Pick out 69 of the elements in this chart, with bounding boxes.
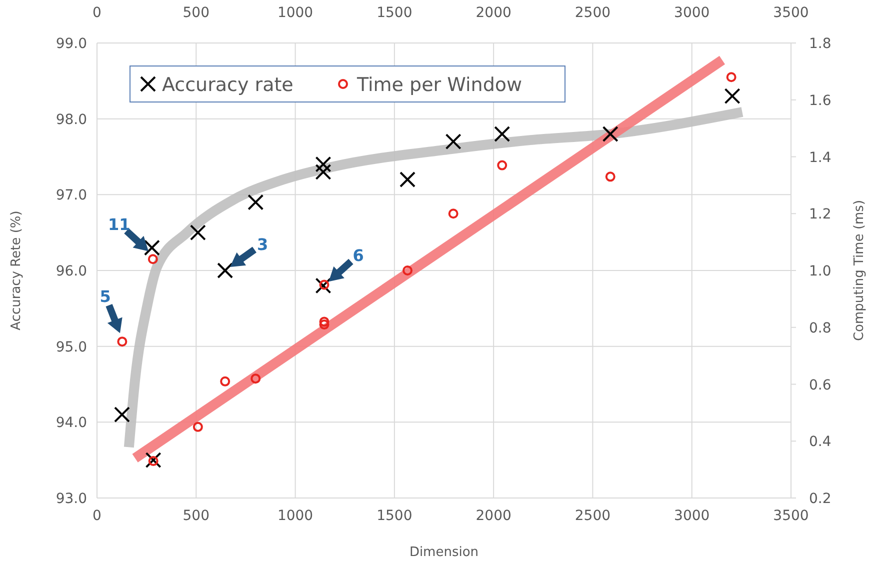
x-tick-label: 3000 [674, 508, 710, 524]
point [145, 452, 162, 468]
point [602, 126, 618, 142]
point [114, 406, 130, 423]
point [315, 164, 332, 180]
point [402, 266, 413, 276]
point [248, 194, 264, 210]
x-tick-label: 1000 [277, 508, 314, 524]
x2-tick-label: 2000 [476, 5, 512, 21]
point [250, 374, 261, 384]
point [605, 172, 616, 182]
x-tick-label: 0 [92, 508, 102, 524]
annotation: 3 [257, 234, 268, 254]
y2-tick-label: 0.2 [809, 491, 832, 507]
x2-tick-label: 2500 [574, 5, 611, 21]
x2-tick-label: 500 [182, 5, 210, 21]
y-tick-label: 93.0 [56, 491, 87, 507]
point [726, 72, 736, 82]
x-tick-label: 3500 [773, 508, 809, 524]
legend-label: Accuracy rate [162, 74, 294, 96]
y-axis-title: Accuracy Rete (%) [9, 210, 24, 330]
y-tick-label: 96.0 [56, 264, 87, 280]
point [319, 280, 330, 290]
point [315, 278, 332, 294]
x2-tick-label: 3500 [773, 5, 809, 21]
point [192, 422, 203, 432]
legend-label: Time per Window [356, 74, 522, 96]
y2-tick-label: 0.4 [809, 434, 832, 450]
point [494, 126, 510, 142]
point [724, 88, 740, 104]
y-tick-label: 94.0 [56, 415, 87, 432]
point [319, 316, 330, 327]
y2-axis-title: Computing Time (ms) [852, 200, 867, 342]
y2-tick-label: 0.6 [809, 377, 832, 394]
x-tick-label: 2500 [574, 508, 611, 524]
x2-tick-label: 1500 [376, 5, 412, 21]
y-tick-label: 95.0 [56, 339, 87, 356]
x2-tick-label: 3000 [674, 5, 710, 21]
y-tick-label: 99.0 [56, 36, 87, 52]
y2-tick-label: 1.0 [809, 264, 832, 280]
annotation: 11 [108, 215, 130, 234]
point [319, 320, 330, 330]
x2-tick-label: 1000 [277, 5, 314, 21]
y2-tick-label: 1.4 [809, 150, 832, 166]
x2-tick-label: 0 [92, 5, 102, 21]
annotation: 5 [100, 286, 111, 306]
y2-tick-label: 0.8 [809, 320, 832, 336]
x-axis-title: Dimension [409, 545, 479, 560]
point [445, 134, 462, 150]
y2-tick-label: 1.8 [809, 36, 832, 52]
point [148, 456, 158, 466]
point [217, 262, 234, 278]
x-tick-label: 500 [182, 508, 210, 524]
y2-tick-label: 1.6 [809, 92, 832, 109]
y-tick-label: 97.0 [56, 188, 87, 204]
x-tick-label: 1500 [376, 508, 412, 524]
point [315, 156, 332, 172]
point [497, 160, 508, 170]
annotation: 6 [352, 246, 364, 265]
y-tick-label: 98.0 [56, 112, 87, 128]
x-tick-label: 2000 [476, 508, 512, 524]
point [400, 172, 416, 188]
point [448, 208, 458, 219]
point [117, 336, 128, 347]
point [190, 224, 206, 241]
point [220, 376, 230, 386]
point [148, 254, 158, 264]
y2-tick-label: 1.2 [809, 206, 832, 223]
point [144, 240, 160, 256]
